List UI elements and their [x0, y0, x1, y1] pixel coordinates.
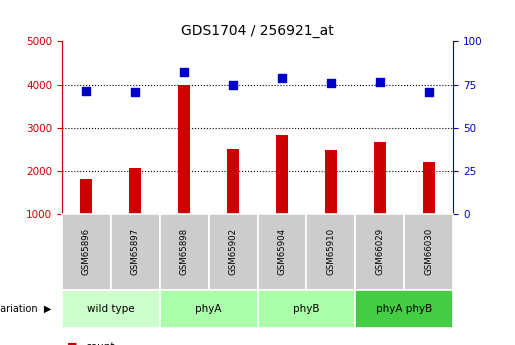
Bar — [325, 150, 337, 214]
Point — [131, 89, 139, 95]
Bar — [227, 149, 239, 214]
Text: GSM66030: GSM66030 — [424, 228, 433, 275]
Text: phyB: phyB — [293, 304, 320, 314]
Text: genotype/variation  ▶: genotype/variation ▶ — [0, 304, 52, 314]
Bar — [111, 214, 160, 290]
Bar — [276, 135, 288, 214]
Text: count: count — [85, 342, 114, 345]
Bar — [129, 168, 141, 214]
Text: GSM65898: GSM65898 — [180, 228, 188, 275]
Point — [180, 69, 188, 74]
Bar — [258, 290, 355, 328]
Title: GDS1704 / 256921_at: GDS1704 / 256921_at — [181, 23, 334, 38]
Bar — [374, 142, 386, 214]
Text: phyA: phyA — [195, 304, 222, 314]
Point — [327, 80, 335, 86]
Point — [375, 79, 384, 85]
Text: ■: ■ — [67, 342, 77, 345]
Text: GSM65904: GSM65904 — [278, 228, 286, 275]
Point — [229, 82, 237, 88]
Point — [278, 76, 286, 81]
Bar — [258, 214, 306, 290]
Point — [424, 89, 433, 95]
Bar — [62, 214, 111, 290]
Point — [82, 88, 91, 93]
Bar — [306, 214, 355, 290]
Bar — [62, 290, 160, 328]
Text: wild type: wild type — [87, 304, 134, 314]
Bar — [80, 179, 92, 214]
Bar — [355, 290, 453, 328]
Bar — [160, 214, 209, 290]
Text: GSM65910: GSM65910 — [327, 228, 335, 275]
Bar — [209, 214, 258, 290]
Text: GSM65902: GSM65902 — [229, 228, 237, 275]
Text: GSM65897: GSM65897 — [131, 228, 140, 275]
Bar — [404, 214, 453, 290]
Text: phyA phyB: phyA phyB — [376, 304, 433, 314]
Bar — [423, 162, 435, 214]
Bar — [178, 85, 190, 214]
Bar — [160, 290, 258, 328]
Text: GSM65896: GSM65896 — [82, 228, 91, 275]
Bar — [355, 214, 404, 290]
Text: GSM66029: GSM66029 — [375, 228, 384, 275]
